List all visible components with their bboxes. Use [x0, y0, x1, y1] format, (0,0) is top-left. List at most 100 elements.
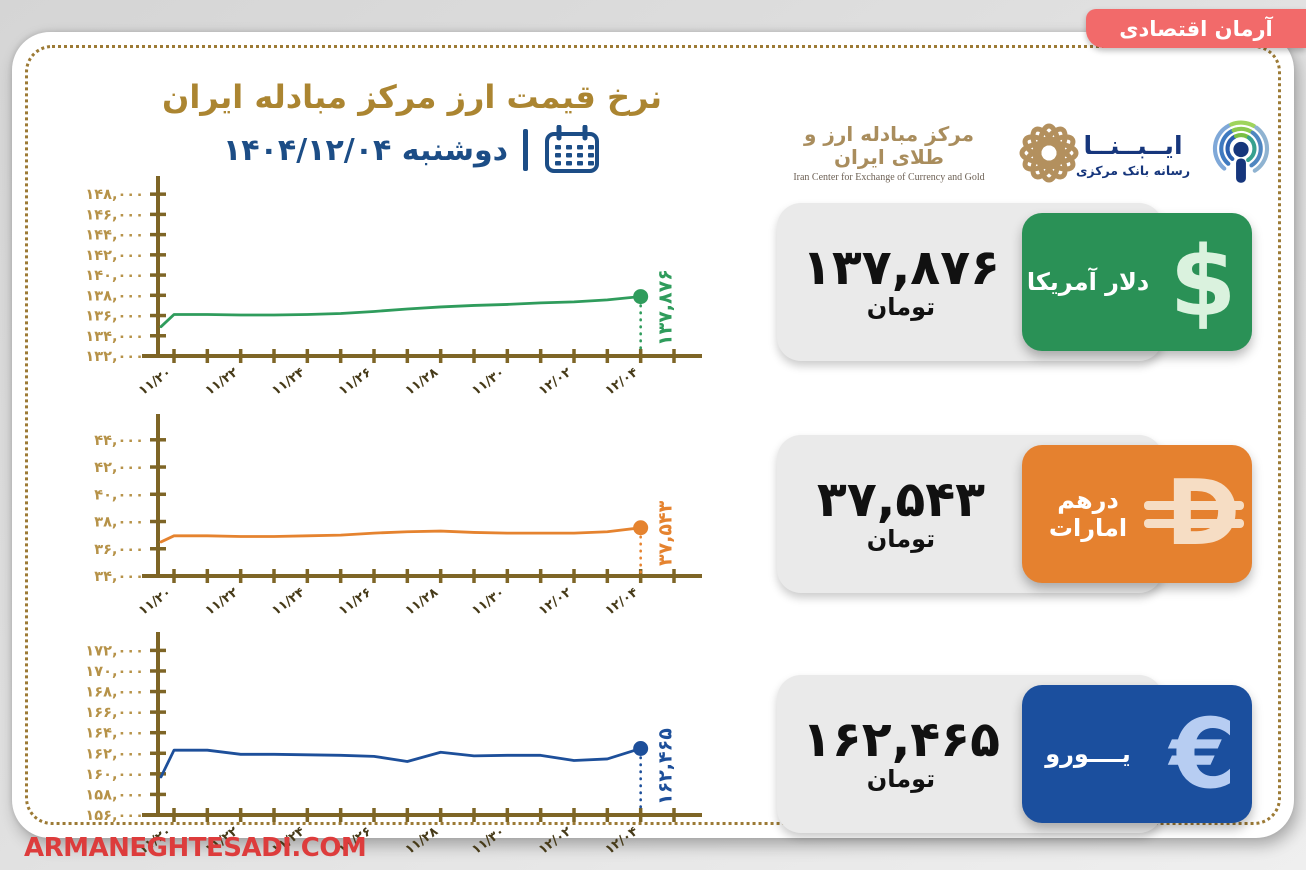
rate-line	[159, 526, 643, 544]
y-tick-label: ۴۴,۰۰۰	[94, 433, 144, 449]
aed-value: ۳۷,۵۴۳	[816, 471, 986, 528]
eur-badge: یــــورو €	[1022, 685, 1252, 823]
icecg-logo: مرکز مبادله ارز و طلای ایران Iran Center…	[780, 112, 1090, 194]
x-tick-label: ۱۱/۲۸	[403, 585, 441, 619]
dirham-symbol-icon: D	[1144, 469, 1246, 559]
dollar-symbol-icon: $	[1169, 226, 1237, 338]
x-tick-label: ۱۱/۲۸	[403, 365, 441, 399]
y-tick-label: ۱۶۶,۰۰۰	[85, 705, 144, 721]
y-tick-label: ۳۸,۰۰۰	[94, 515, 144, 531]
x-tick-label: ۱۱/۲۲	[203, 365, 241, 399]
card-values: ۱۳۷,۸۷۶ تومان	[777, 203, 1025, 361]
euro-symbol-icon: €	[1169, 698, 1237, 810]
x-tick-label: ۱۱/۳۰	[469, 365, 507, 399]
rate-line	[159, 747, 643, 779]
y-tick-label: ۱۴۴,۰۰۰	[85, 228, 144, 244]
end-value-label: ۱۳۷,۸۷۶	[655, 269, 677, 346]
x-tick-label: ۱۲/۰۲	[536, 365, 574, 399]
y-tick-label: ۱۵۶,۰۰۰	[85, 808, 144, 824]
x-tick-label: ۱۲/۰۲	[536, 824, 574, 858]
x-tick-label: ۱۲/۰۴	[603, 365, 641, 399]
x-tick-label: ۱۲/۰۴	[603, 824, 641, 858]
usd-card: ۱۳۷,۸۷۶ تومان دلار آمریکا $	[777, 203, 1252, 361]
end-dot	[633, 520, 649, 536]
aed-unit: تومان	[866, 525, 936, 553]
y-tick-label: ۱۳۸,۰۰۰	[85, 288, 144, 304]
main-panel: نرخ قیمت ارز مرکز مبادله ایران دوشنبه ۱۴…	[12, 32, 1294, 858]
x-tick-label: ۱۱/۲۰	[136, 585, 174, 619]
aed-rate-chart: ۴۴,۰۰۰ ۴۲,۰۰۰ ۴۰,۰۰۰ ۳۸,۰۰۰ ۳۶,۰۰۰ ۳۴,۰۰۰ ۱۱/۲…	[40, 410, 730, 630]
usd-name: دلار آمریکا	[1026, 268, 1150, 296]
y-tick-label: ۱۵۸,۰۰۰	[85, 787, 144, 803]
end-dot	[633, 289, 649, 305]
y-tick-label: ۱۷۲,۰۰۰	[85, 643, 144, 659]
ibena-logo: ایــبــنــا رسانه بانک مرکزی	[1068, 112, 1276, 196]
aed-badge: درهم امارات D	[1022, 445, 1252, 583]
y-tick-label: ۳۴,۰۰۰	[94, 569, 144, 585]
ibena-subtitle: رسانه بانک مرکزی	[1075, 162, 1191, 178]
x-tick-label: ۱۱/۲۴	[269, 365, 307, 399]
usd-value: ۱۳۷,۸۷۶	[801, 239, 1001, 296]
usd-rate-chart: ۱۴۸,۰۰۰ ۱۴۶,۰۰۰ ۱۴۴,۰۰۰ ۱۴۲,۰۰۰ ۱۴۰,۰۰۰ ۱۳۸,۰…	[40, 172, 730, 410]
y-tick-label: ۱۳۴,۰۰۰	[85, 329, 144, 345]
x-tick-label: ۱۱/۳۰	[469, 585, 507, 619]
end-value-label: ۱۶۲,۴۶۵	[655, 728, 677, 805]
x-tick-label: ۱۱/۲۰	[136, 365, 174, 399]
card-values: ۳۷,۵۴۳ تومان	[777, 435, 1025, 593]
x-tick-label: ۱۱/۲۲	[203, 585, 241, 619]
ibena-text: ایــبــنــا رسانه بانک مرکزی	[1068, 131, 1198, 178]
aed-name: درهم امارات	[1048, 486, 1128, 542]
icecg-text: مرکز مبادله ارز و طلای ایران Iran Center…	[780, 122, 998, 184]
icecg-name-fa: مرکز مبادله ارز و طلای ایران	[803, 122, 975, 169]
usd-unit: تومان	[866, 293, 936, 321]
header: نرخ قیمت ارز مرکز مبادله ایران دوشنبه ۱۴…	[162, 78, 662, 175]
chart-svg: ۱۷۲,۰۰۰ ۱۷۰,۰۰۰ ۱۶۸,۰۰۰ ۱۶۶,۰۰۰ ۱۶۴,۰۰۰ ۱۶۲,۰…	[85, 632, 702, 858]
chart-svg: ۱۴۸,۰۰۰ ۱۴۶,۰۰۰ ۱۴۴,۰۰۰ ۱۴۲,۰۰۰ ۱۴۰,۰۰۰ ۱۳۸,۰…	[85, 176, 702, 399]
y-tick-label: ۱۷۰,۰۰۰	[85, 664, 144, 680]
y-tick-label: ۱۶۰,۰۰۰	[85, 767, 144, 783]
icecg-rosette-icon	[1008, 112, 1090, 194]
x-tick-label: ۱۱/۲۶	[336, 365, 374, 399]
y-tick-label: ۴۲,۰۰۰	[94, 460, 144, 476]
end-value-label: ۳۷,۵۴۳	[655, 500, 677, 566]
ibena-broadcast-icon	[1206, 112, 1276, 196]
card-values: ۱۶۲,۴۶۵ تومان	[777, 675, 1025, 833]
watermark: ARMANEGHTESADI.COM	[24, 833, 367, 863]
y-tick-label: ۱۶۸,۰۰۰	[85, 685, 144, 701]
x-tick-label: ۱۱/۲۴	[269, 585, 307, 619]
y-tick-label: ۱۳۲,۰۰۰	[85, 349, 144, 365]
x-tick-label: ۱۱/۲۸	[403, 824, 441, 858]
icecg-name-en: Iran Center for Exchange of Currency and…	[793, 172, 985, 183]
chart-svg: ۴۴,۰۰۰۴۲,۰۰۰۴۰,۰۰۰۳۸,۰۰۰۳۶,۰۰۰۳۴,۰۰۰۱۱/۲…	[94, 414, 702, 619]
x-tick-label: ۱۱/۳۰	[469, 824, 507, 858]
usd-badge: دلار آمریکا $	[1022, 213, 1252, 351]
ibena-name: ایــبــنــا	[1083, 130, 1183, 160]
divider	[523, 129, 529, 172]
date-label: دوشنبه ۱۴۰۴/۱۲/۰۴	[222, 132, 509, 168]
end-dot	[633, 740, 649, 756]
eur-name: یــــورو	[1045, 740, 1131, 768]
y-tick-label: ۱۴۰,۰۰۰	[85, 268, 144, 284]
y-tick-label: ۱۴۶,۰۰۰	[85, 207, 144, 223]
x-tick-label: ۱۲/۰۲	[536, 585, 574, 619]
x-tick-label: ۱۲/۰۴	[603, 585, 641, 619]
ribbon-badge: آرمان اقتصادی	[1086, 9, 1306, 48]
page-title: نرخ قیمت ارز مرکز مبادله ایران	[162, 78, 662, 116]
y-tick-label: ۴۰,۰۰۰	[94, 487, 144, 503]
eur-value: ۱۶۲,۴۶۵	[801, 711, 1001, 768]
date-row: دوشنبه ۱۴۰۴/۱۲/۰۴	[162, 125, 662, 175]
eur-unit: تومان	[866, 765, 936, 793]
aed-card: ۳۷,۵۴۳ تومان درهم امارات D	[777, 435, 1252, 593]
y-tick-label: ۱۶۲,۰۰۰	[85, 746, 144, 762]
eur-rate-chart: ۱۷۲,۰۰۰ ۱۷۰,۰۰۰ ۱۶۸,۰۰۰ ۱۶۶,۰۰۰ ۱۶۴,۰۰۰ ۱۶۲,۰…	[40, 628, 730, 868]
rate-line	[159, 295, 643, 329]
y-tick-label: ۱۴۸,۰۰۰	[85, 187, 144, 203]
y-tick-label: ۱۳۶,۰۰۰	[85, 309, 144, 325]
y-tick-label: ۳۶,۰۰۰	[94, 542, 144, 558]
y-tick-label: ۱۶۴,۰۰۰	[85, 726, 144, 742]
calendar-icon	[543, 125, 601, 175]
eur-card: ۱۶۲,۴۶۵ تومان یــــورو €	[777, 675, 1252, 833]
y-tick-label: ۱۴۲,۰۰۰	[85, 248, 144, 264]
x-tick-label: ۱۱/۲۶	[336, 585, 374, 619]
